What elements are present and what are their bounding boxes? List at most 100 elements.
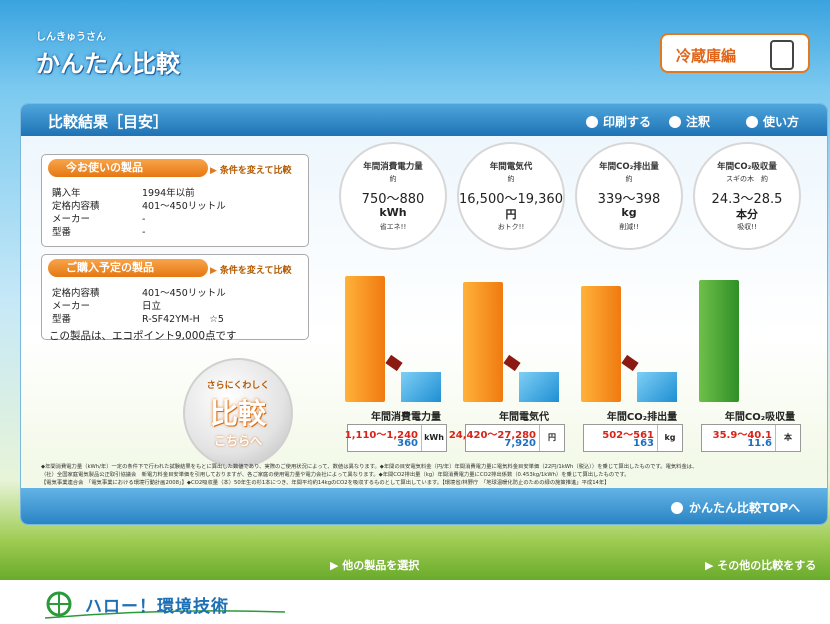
planned-cube: [401, 372, 441, 402]
metric-title: 年間消費電力量: [363, 162, 423, 172]
current-bar: [581, 286, 621, 402]
spec-value: 日立: [142, 301, 162, 312]
spec-row: 定格内容積 401～450リットル: [52, 198, 226, 212]
print-link[interactable]: 印刷する: [586, 113, 651, 130]
spec-row: 型番 -: [52, 224, 145, 238]
spec-value: -: [142, 227, 146, 238]
result-panel: 比較結果［目安］ 印刷する 注釈 使い方 今お使いの製品 条件を変えて比較 購入…: [20, 103, 828, 525]
planned-cube: [519, 372, 559, 402]
comparison-values: 502～561 163 kg: [583, 424, 683, 452]
panel-header: 比較結果［目安］ 印刷する 注釈 使い方: [21, 104, 827, 136]
spec-value: -: [142, 214, 146, 225]
metric-circle: 年間CO₂吸収量 スギの木 約 24.3～28.5 本分 吸収!!: [693, 142, 801, 250]
footer: ハロー！環境技術: [0, 580, 830, 624]
spec-value: R-SF42YM-H ☆5: [142, 314, 224, 325]
metric-tag: 削減!!: [619, 223, 639, 231]
panel-footer: かんたん比較TOPへ: [21, 488, 827, 524]
spec-row: 定格内容積 401～450リットル: [52, 285, 226, 299]
change-link[interactable]: 条件を変えて比較: [210, 263, 292, 276]
footer-logo[interactable]: ハロー！環境技術: [85, 597, 229, 617]
fridge-icon: [770, 40, 794, 70]
spec-row: メーカー -: [52, 211, 145, 225]
spec-label: 型番: [52, 314, 72, 325]
value-unit: kg: [657, 425, 682, 451]
planned-value: 11.6: [747, 438, 772, 449]
spec-row: メーカー 日立: [52, 298, 161, 312]
spec-row: 購入年 1994年以前: [52, 185, 195, 199]
spec-label: 定格内容積: [52, 201, 100, 212]
current-value: 502～561: [602, 430, 654, 441]
spec-row: 型番 R-SF42YM-H ☆5: [52, 311, 224, 325]
value-unit: 円: [539, 425, 564, 451]
planned-value: 360: [397, 438, 418, 449]
comparison-label: 年間CO₂吸収量: [724, 412, 796, 423]
detail-bottom: こちらへ: [213, 434, 262, 448]
footer-swoosh: [45, 610, 285, 619]
detail-main: 比較: [209, 397, 266, 430]
metric-title: 年間CO₂吸収量: [717, 162, 777, 172]
help-link[interactable]: 使い方: [746, 113, 799, 130]
other-product-link[interactable]: 他の製品を選択: [330, 557, 419, 573]
planned-value: 163: [633, 438, 654, 449]
value-unit: kWh: [421, 425, 446, 451]
metric-circle: 年間電気代約 16,500～19,360 円おトク!!: [457, 142, 565, 250]
metric-unit: 本分: [736, 208, 758, 221]
category-label: 冷蔵庫編: [676, 47, 737, 65]
footnote: ◆年間消費電力量（kWh/年）一定の条件下で行われた試験結果をもとに算出した数値…: [41, 464, 698, 470]
detail-button[interactable]: さらにくわしく 比較 こちらへ: [183, 358, 293, 468]
comparison-values: 35.9～40.1 11.6 本: [701, 424, 801, 452]
metric-range: 16,500～19,360: [459, 192, 563, 207]
spec-label: 定格内容積: [52, 288, 100, 299]
footnote: （社）全国家庭電気製品公正取引協議会 新電力料金目安単価を引用しておりますが、各…: [41, 472, 630, 478]
detail-top: さらにくわしく: [206, 381, 270, 391]
metric-approx: 約: [389, 175, 397, 183]
logo-title: かんたん比較: [36, 50, 180, 78]
spec-label: メーカー: [52, 301, 91, 312]
current-bar: [699, 280, 739, 402]
metric-circle: 年間CO₂排出量約 339～398 kg 削減!!: [575, 142, 683, 250]
arrow: [385, 354, 403, 372]
box-title: 今お使いの製品: [48, 159, 208, 177]
metric-unit: 円: [505, 208, 517, 221]
change-link[interactable]: 条件を変えて比較: [210, 163, 292, 176]
logo-subtitle: しんきゅうさん: [36, 32, 106, 43]
category-button[interactable]: 冷蔵庫編: [660, 33, 810, 73]
metric-unit: kWh: [379, 206, 407, 219]
spec-value: 401～450リットル: [142, 288, 226, 299]
comparison-label: 年間CO₂排出量: [606, 412, 678, 423]
current-value: 24,420～27,280: [448, 430, 536, 441]
notes-link[interactable]: 注釈: [669, 113, 710, 130]
metric-approx: 約: [625, 175, 633, 183]
current-value: 1,110～1,240: [344, 430, 418, 441]
arrow: [621, 354, 639, 372]
comparison-label: 年間消費電力量: [371, 412, 441, 423]
footer-graphic: [45, 591, 285, 619]
spec-value: 401～450リットル: [142, 201, 226, 212]
planned-value: 7,920: [504, 438, 536, 449]
metric-circle: 年間消費電力量約 750～880 kWh 省エネ!!: [339, 142, 447, 250]
current-bar: [463, 282, 503, 402]
metric-range: 339～398: [597, 192, 661, 207]
globe-lines: [48, 593, 70, 615]
planned-cube: [637, 372, 677, 402]
metric-range: 24.3～28.5: [711, 192, 783, 207]
comparison-label: 年間電気代: [499, 412, 549, 423]
logo[interactable]: しんきゅうさん かんたん比較: [28, 22, 198, 84]
spec-label: 型番: [52, 227, 72, 238]
metric-title: 年間電気代: [489, 162, 533, 172]
box-title: ご購入予定の製品: [48, 259, 208, 277]
metric-tag: おトク!!: [497, 223, 525, 231]
top-link[interactable]: かんたん比較TOPへ: [671, 499, 800, 516]
other-compare-link[interactable]: その他の比較をする: [705, 557, 816, 573]
eco-point-note: この製品は、エコポイント9,000点です: [49, 330, 237, 342]
metric-title: 年間CO₂排出量: [599, 162, 659, 172]
metric-unit: kg: [621, 206, 637, 219]
metric-approx: スギの木 約: [726, 175, 768, 183]
footnote: 【電気事業連合会 「電気事業における環境行動計画2008」】◆CO2吸収量（本）…: [41, 480, 610, 486]
metric-approx: 約: [507, 175, 515, 183]
metric-tag: 省エネ!!: [379, 223, 407, 231]
current-bar: [345, 276, 385, 402]
